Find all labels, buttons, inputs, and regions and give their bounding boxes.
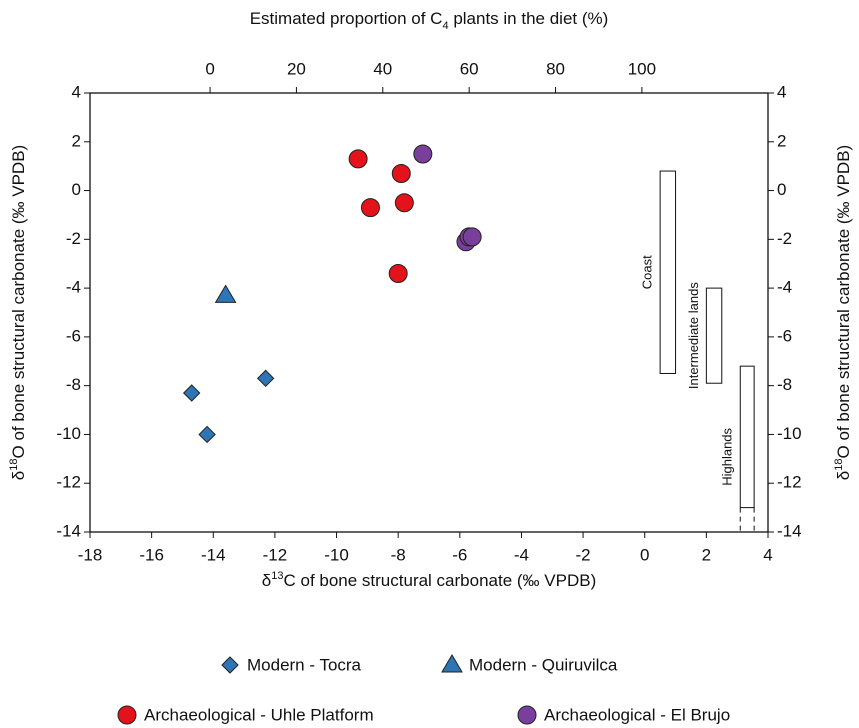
y2-axis-label-part: O of bone structural carbonate (‰ VPDB) xyxy=(834,145,853,459)
legend-label: Archaeological - El Brujo xyxy=(544,705,730,724)
x-axis-label-part: C of bone structural carbonate (‰ VPDB) xyxy=(283,571,596,590)
point xyxy=(413,144,433,164)
x-tick-label: -8 xyxy=(391,545,406,564)
point xyxy=(182,384,201,402)
x2-tick-label: 0 xyxy=(205,59,214,78)
y2-tick-label: -14 xyxy=(777,521,802,540)
legend-marker xyxy=(517,705,537,725)
x-tick-label: -14 xyxy=(201,545,226,564)
legend-marker xyxy=(221,656,239,674)
y-tick-label: -6 xyxy=(66,326,81,345)
range-box xyxy=(739,365,755,509)
y-tick-label: 4 xyxy=(72,82,81,101)
legend-marker xyxy=(117,705,137,725)
range-label: Coast xyxy=(640,255,655,289)
x-axis-label-part: δ xyxy=(262,571,271,590)
y2-tick-label: 2 xyxy=(777,131,786,150)
x-tick-label: -4 xyxy=(514,545,529,564)
y2-tick-label: -10 xyxy=(777,424,802,443)
x2-axis-label-part: 4 xyxy=(442,20,448,32)
point xyxy=(391,163,411,183)
y-tick-label: -4 xyxy=(66,278,81,297)
y-tick-label: -14 xyxy=(56,521,81,540)
x2-axis-label: Estimated proportion of C4 plants in the… xyxy=(250,9,609,31)
x2-tick-label: 60 xyxy=(460,59,479,78)
y-axis-label-part: 18 xyxy=(8,458,20,470)
y-tick-label: -10 xyxy=(56,424,81,443)
y-axis-label-part: δ xyxy=(9,471,28,480)
y2-tick-label: -12 xyxy=(777,473,802,492)
x-axis-label-part: 13 xyxy=(271,570,283,582)
x2-tick-label: 100 xyxy=(628,59,656,78)
point xyxy=(256,369,275,388)
range-label: Highlands xyxy=(720,427,735,485)
x-tick-label: 0 xyxy=(640,545,649,564)
legend-label: Archaeological - Uhle Platform xyxy=(144,705,374,724)
y2-tick-label: -4 xyxy=(777,278,792,297)
y2-tick-label: 0 xyxy=(777,180,786,199)
y2-tick-label: -2 xyxy=(777,229,792,248)
y2-axis-label-part: δ xyxy=(834,471,853,480)
x-tick-label: -6 xyxy=(452,545,467,564)
point xyxy=(198,425,216,444)
x2-tick-label: 20 xyxy=(287,59,306,78)
y-tick-label: -12 xyxy=(56,473,81,492)
y-axis-label-part: O of bone structural carbonate (‰ VPDB) xyxy=(9,145,28,459)
point xyxy=(214,284,237,303)
range-label: Intermediate lands xyxy=(686,282,701,389)
legend-label: Modern - Tocra xyxy=(247,655,362,674)
y2-tick-label: 4 xyxy=(777,82,786,101)
legend-marker xyxy=(441,654,463,673)
x-tick-label: 4 xyxy=(763,545,772,564)
range-box xyxy=(659,170,677,374)
x2-tick-label: 40 xyxy=(373,59,392,78)
range-box xyxy=(705,287,723,384)
x-tick-label: -10 xyxy=(324,545,349,564)
y-tick-label: -2 xyxy=(66,229,81,248)
x-tick-label: -12 xyxy=(263,545,288,564)
y-tick-label: -8 xyxy=(66,375,81,394)
x-tick-label: -16 xyxy=(139,545,164,564)
x-tick-label: -2 xyxy=(576,545,591,564)
point xyxy=(394,193,414,213)
legend-label: Modern - Quiruvilca xyxy=(469,655,618,674)
x2-tick-label: 80 xyxy=(546,59,565,78)
y2-tick-label: -8 xyxy=(777,375,792,394)
y2-axis-label: δ18O of bone structural carbonate (‰ VPD… xyxy=(833,145,854,480)
point xyxy=(348,149,368,169)
y2-axis-label-part: 18 xyxy=(833,458,845,470)
y-tick-label: 2 xyxy=(72,131,81,150)
x2-axis-label-part: Estimated proportion of C xyxy=(250,9,443,28)
y2-tick-label: -6 xyxy=(777,326,792,345)
x2-axis-label-part: plants in the diet (%) xyxy=(449,9,609,28)
y-axis-label: δ18O of bone structural carbonate (‰ VPD… xyxy=(8,145,29,480)
point xyxy=(462,227,482,247)
y-tick-label: 0 xyxy=(72,180,81,199)
point xyxy=(388,263,408,283)
x-tick-label: 2 xyxy=(702,545,711,564)
point xyxy=(360,198,380,218)
x-axis-label: δ13C of bone structural carbonate (‰ VPD… xyxy=(262,570,596,591)
plot-frame xyxy=(89,92,769,533)
x-tick-label: -18 xyxy=(78,545,103,564)
